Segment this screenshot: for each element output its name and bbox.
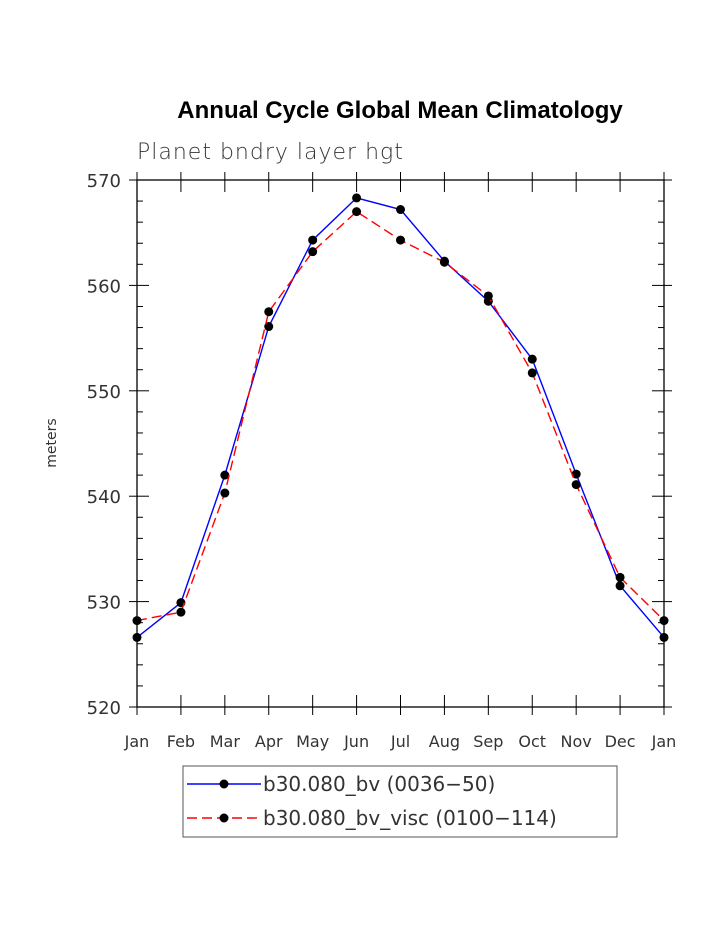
plot-frame xyxy=(136,179,665,708)
legend-marker-2 xyxy=(219,813,229,823)
x-tick-label: Sep xyxy=(473,732,503,751)
legend-marker-1 xyxy=(219,779,229,789)
data-point xyxy=(176,607,186,617)
data-point xyxy=(615,572,625,582)
data-point xyxy=(308,235,318,245)
y-tick-label: 560 xyxy=(87,276,121,297)
chart-title: Annual Cycle Global Mean Climatology xyxy=(177,97,623,124)
x-tick-label: Dec xyxy=(605,732,636,751)
series-1 xyxy=(132,193,669,642)
x-tick-label: Feb xyxy=(167,732,195,751)
y-tick-label: 520 xyxy=(87,698,121,719)
legend-label-2: b30.080_bv_visc (0100−114) xyxy=(263,806,557,830)
data-point xyxy=(352,193,362,203)
legend-label-1: b30.080_bv (0036−50) xyxy=(263,772,495,796)
x-tick-label: Apr xyxy=(255,732,283,751)
data-point xyxy=(396,205,405,215)
y-axis-label: meters xyxy=(44,418,60,467)
series-line xyxy=(136,197,665,638)
x-tick-label: Nov xyxy=(561,732,592,751)
data-point xyxy=(615,581,625,591)
data-point xyxy=(132,632,142,642)
x-tick-label: Jan xyxy=(124,732,150,751)
axes: 520 530 540 550 560 570 Jan Feb Mar Apr May Jun Jul A… xyxy=(87,171,677,751)
series-2 xyxy=(132,207,669,626)
chart-subtitle: Planet bndry layer hgt xyxy=(137,140,404,165)
series-layer xyxy=(132,193,669,642)
data-point xyxy=(308,247,318,257)
y-tick-label: 550 xyxy=(87,382,121,403)
data-point xyxy=(571,469,581,479)
data-point xyxy=(571,480,581,490)
x-tick-label: Jul xyxy=(390,732,410,751)
x-tick-label: Aug xyxy=(429,732,460,751)
data-point xyxy=(483,291,493,301)
data-point xyxy=(659,632,669,642)
data-point xyxy=(527,354,537,364)
data-point xyxy=(439,257,449,267)
legend-box xyxy=(182,765,618,838)
x-tick-label: Jan xyxy=(651,732,677,751)
series-line xyxy=(136,210,665,622)
data-point xyxy=(396,235,405,245)
x-tick-label: Mar xyxy=(210,732,241,751)
y-tick-label: 540 xyxy=(87,487,121,508)
data-point xyxy=(659,616,669,626)
x-tick-label: Oct xyxy=(518,732,546,751)
y-tick-label: 570 xyxy=(87,171,121,192)
data-point xyxy=(220,488,230,498)
x-tick-label: May xyxy=(296,732,329,751)
data-point xyxy=(527,368,537,378)
legend: b30.080_bv (0036−50) b30.080_bv_visc (010… xyxy=(182,765,618,838)
data-point xyxy=(264,307,274,317)
y-tick-label: 530 xyxy=(87,593,121,614)
data-point xyxy=(264,322,274,332)
data-point xyxy=(352,207,362,217)
data-point xyxy=(132,616,142,626)
x-tick-label: Jun xyxy=(343,732,369,751)
data-point xyxy=(220,470,230,480)
